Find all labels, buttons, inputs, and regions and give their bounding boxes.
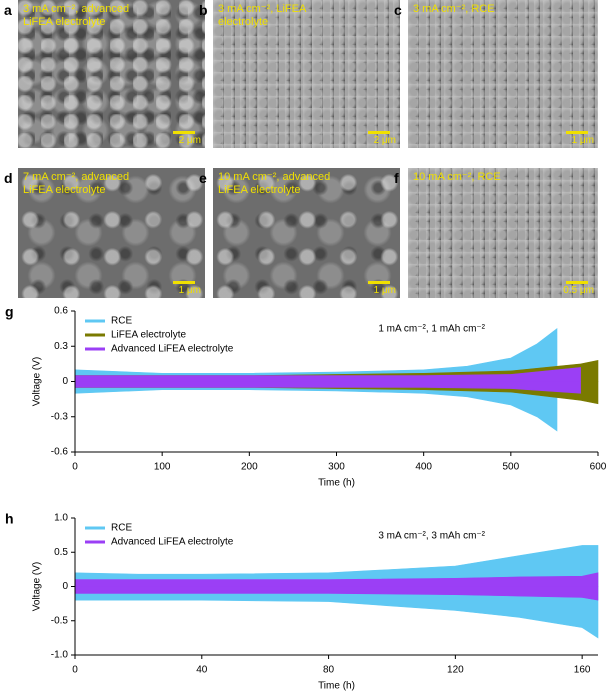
x-tick-label: 300: [328, 462, 345, 473]
scale-bar-label: 1 μm: [373, 285, 396, 296]
panel-letter: d: [4, 170, 13, 186]
legend-label: Advanced LiFEA electrolyte: [111, 344, 234, 355]
voltage-envelope: [74, 367, 581, 382]
panel-letter: e: [199, 170, 207, 186]
voltage-envelope: [74, 545, 599, 587]
legend-label: RCE: [111, 316, 132, 327]
x-axis-label: Time (h): [318, 681, 355, 692]
x-tick-label: 400: [415, 462, 432, 473]
caption: 10 mA cm⁻², advanced LiFEA electrolyte: [218, 171, 331, 196]
sem-image: 3 mA cm⁻², LiFEA electrolyte 2 μm: [213, 0, 400, 148]
panel-letter: a: [4, 2, 12, 18]
panel-letter: f: [394, 170, 399, 186]
x-tick-label: 100: [154, 462, 171, 473]
scale-bar: [368, 131, 390, 134]
scale-bar-label: 2 μm: [178, 135, 201, 146]
y-tick-label: 0.5: [54, 547, 68, 558]
x-tick-label: 40: [196, 665, 208, 676]
voltage-envelope: [74, 381, 558, 432]
sem-image: 10 mA cm⁻², RCE 0.5 μm: [408, 168, 598, 298]
caption: 3 mA cm⁻², RCE: [413, 3, 495, 15]
scale-bar-label: 0.5 μm: [563, 285, 594, 296]
scale-bar: [368, 281, 390, 284]
y-axis-label: Voltage (V): [32, 562, 43, 611]
y-tick-label: -0.5: [51, 615, 69, 626]
x-tick-label: 80: [323, 665, 335, 676]
voltage-envelope: [74, 572, 599, 587]
x-tick-label: 0: [72, 462, 78, 473]
x-axis-label: Time (h): [318, 478, 355, 489]
x-tick-label: 200: [241, 462, 258, 473]
panel-letter: h: [5, 511, 14, 527]
scale-bar: [173, 131, 195, 134]
y-tick-label: 0: [62, 376, 68, 387]
scale-bar: [566, 281, 588, 284]
panel-letter: c: [394, 2, 402, 18]
scale-bar: [566, 131, 588, 134]
y-tick-label: 0.3: [54, 341, 68, 352]
x-tick-label: 600: [590, 462, 607, 473]
caption: 3 mA cm⁻², LiFEA electrolyte: [218, 3, 306, 28]
x-tick-label: 500: [502, 462, 519, 473]
sem-image: 3 mA cm⁻², RCE 1 μm: [408, 0, 598, 148]
y-tick-label: 0: [62, 581, 68, 592]
panel-letter: g: [5, 304, 14, 320]
legend-label: RCE: [111, 523, 132, 534]
legend-label: Advanced LiFEA electrolyte: [111, 537, 234, 548]
scale-bar-label: 1 μm: [571, 135, 594, 146]
sem-image: 3 mA cm⁻², advanced LiFEA electrolyte 2 μ…: [18, 0, 205, 148]
caption: 7 mA cm⁻², advanced LiFEA electrolyte: [23, 171, 130, 196]
panel-letter: b: [199, 2, 208, 18]
y-tick-label: -0.3: [51, 411, 69, 422]
caption: 10 mA cm⁻², RCE: [413, 171, 501, 183]
y-tick-label: -1.0: [51, 650, 69, 661]
annotation: 3 mA cm⁻², 3 mAh cm⁻²: [378, 531, 485, 542]
voltage-envelope: [74, 586, 599, 601]
annotation: 1 mA cm⁻², 1 mAh cm⁻²: [378, 324, 485, 335]
y-tick-label: 0.6: [54, 306, 68, 317]
legend-label: LiFEA electrolyte: [111, 330, 186, 341]
x-tick-label: 160: [574, 665, 591, 676]
scale-bar-label: 2 μm: [373, 135, 396, 146]
sem-image: 7 mA cm⁻², advanced LiFEA electrolyte 1 μ…: [18, 168, 205, 298]
voltage-envelope: [74, 381, 581, 394]
y-axis-label: Voltage (V): [32, 357, 43, 406]
scale-bar-label: 1 μm: [178, 285, 201, 296]
caption: 3 mA cm⁻², advanced LiFEA electrolyte: [23, 3, 130, 28]
sem-image: 10 mA cm⁻², advanced LiFEA electrolyte 1 …: [213, 168, 400, 298]
scale-bar: [173, 281, 195, 284]
x-tick-label: 120: [447, 665, 464, 676]
x-tick-label: 0: [72, 665, 78, 676]
y-tick-label: 1.0: [54, 513, 68, 524]
voltage-envelope: [74, 586, 599, 639]
y-tick-label: -0.6: [51, 447, 69, 458]
